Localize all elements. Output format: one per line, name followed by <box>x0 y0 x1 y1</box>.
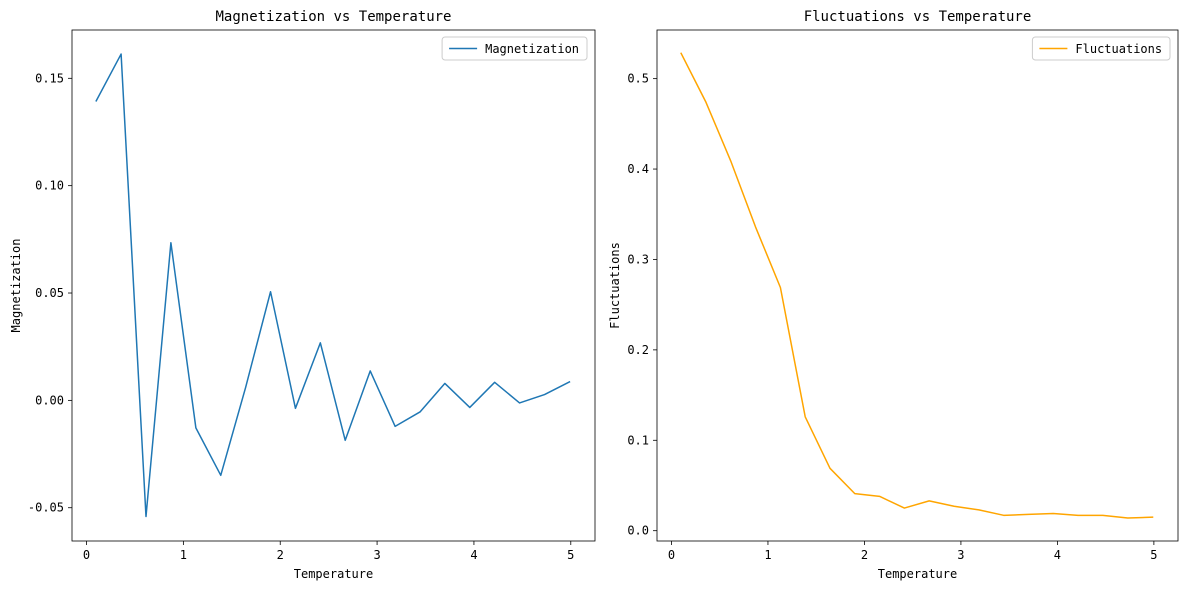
y-tick-label: 0.5 <box>627 72 649 86</box>
y-tick-label: 0.15 <box>35 71 64 85</box>
y-tick-label: -0.05 <box>28 501 64 515</box>
y-tick-label: 0.00 <box>35 393 64 407</box>
x-tick-label: 4 <box>470 548 477 562</box>
axes-frame <box>656 29 1179 542</box>
x-tick-label: 5 <box>567 548 574 562</box>
chart-title: Fluctuations vs Temperature <box>804 9 1032 25</box>
x-tick-label: 4 <box>1054 548 1061 562</box>
x-tick-label: 0 <box>83 548 90 562</box>
x-tick-label: 2 <box>277 548 284 562</box>
x-tick-label: 5 <box>1150 548 1157 562</box>
y-tick-label: 0.2 <box>627 343 649 357</box>
y-tick-label: 0.3 <box>627 252 649 266</box>
x-tick-label: 3 <box>373 548 380 562</box>
x-axis-label: Temperature <box>878 567 957 581</box>
x-axis-label: Temperature <box>294 567 373 581</box>
x-tick-label: 2 <box>861 548 868 562</box>
legend-label: Fluctuations <box>1075 42 1162 56</box>
x-tick-label: 1 <box>764 548 771 562</box>
x-tick-label: 0 <box>668 548 675 562</box>
y-tick-label: 0.4 <box>627 162 649 176</box>
legend-box <box>1031 36 1171 61</box>
x-tick-label: 1 <box>180 548 187 562</box>
y-axis-label: Magnetization <box>9 239 23 333</box>
series-line-1 <box>95 53 571 518</box>
legend-label: Magnetization <box>485 42 579 56</box>
chart-panel-1: 0 1 2 3 4 5 -0.05 0.00 0.05 0.10 0.15 Magnetization… <box>9 9 596 581</box>
y-tick-label: 0.1 <box>627 433 649 447</box>
chart-panel-2: 0 1 2 3 4 5 0.0 0.1 0.2 0.3 0.4 0.5 Fluctuations vs … <box>608 9 1179 581</box>
y-tick-label: 0.10 <box>35 179 64 193</box>
chart-title: Magnetization vs Temperature <box>215 9 451 25</box>
x-tick-label: 3 <box>957 548 964 562</box>
y-axis-label: Fluctuations <box>608 242 622 329</box>
axes-frame <box>71 29 596 542</box>
y-tick-label: 0.0 <box>627 524 649 538</box>
legend-box <box>441 36 588 61</box>
y-tick-label: 0.05 <box>35 286 64 300</box>
series-line-1 <box>680 52 1154 519</box>
